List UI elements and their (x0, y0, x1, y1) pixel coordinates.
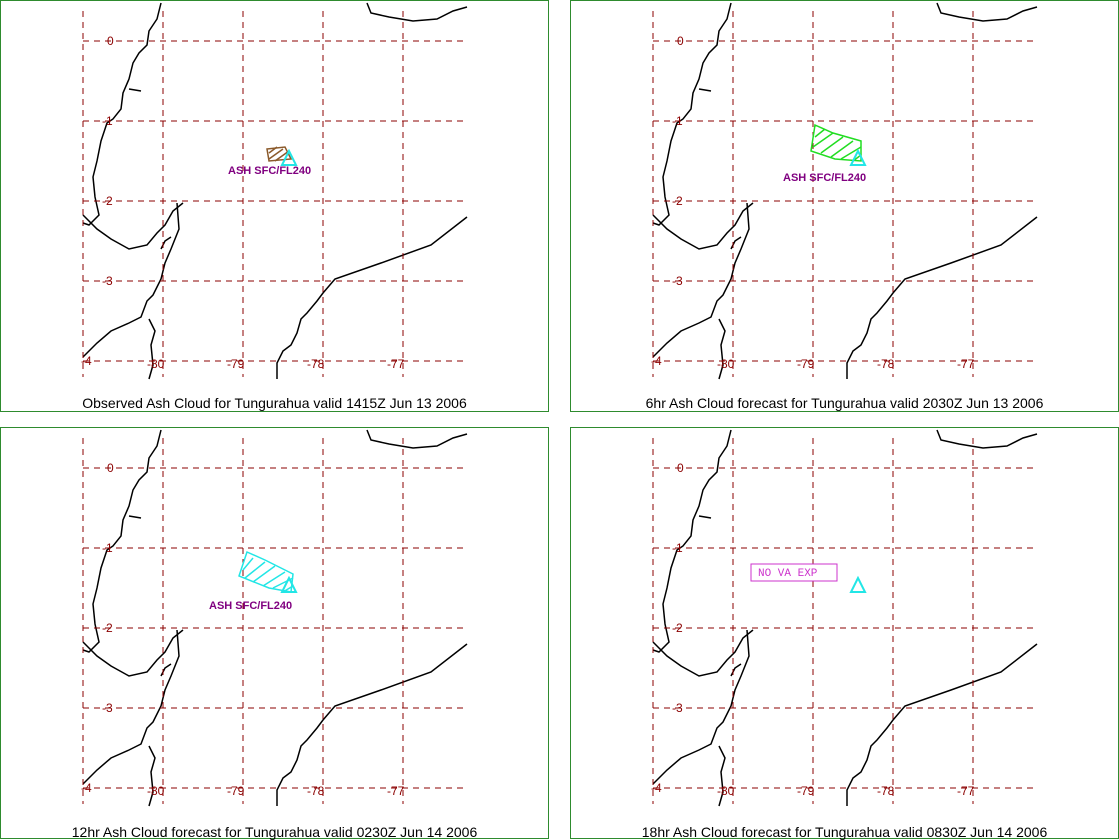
lat-label-2: -2 (102, 194, 113, 208)
lat-label-3: -3 (672, 274, 683, 288)
lon-label-78: -78 (307, 784, 325, 798)
lon-label-77: -77 (387, 784, 405, 798)
lat-label-1: -1 (672, 114, 683, 128)
volcano-icon (849, 148, 867, 166)
longitude-labels: -80 -79 -78 -77 (717, 357, 975, 371)
lat-label-2: -2 (102, 621, 113, 635)
lon-label-77: -77 (957, 784, 975, 798)
ash-label: ASH SFC/FL240 (783, 172, 866, 184)
lat-label-1: -1 (102, 541, 113, 555)
volcano-icon (280, 575, 298, 593)
ash-cloud-polygon (810, 123, 862, 162)
lon-label-77: -77 (957, 357, 975, 371)
graticule (652, 438, 1037, 804)
panel-caption: 18hr Ash Cloud forecast for Tungurahua v… (641, 824, 1048, 840)
coastline (652, 429, 1038, 807)
latitude-labels: 0 -1 -2 -3 -4 (651, 461, 684, 795)
lat-label-2: -2 (672, 621, 683, 635)
lat-label-1: -1 (672, 541, 683, 555)
no-va-label: NO VA EXP (758, 568, 818, 580)
lon-label-78: -78 (877, 784, 895, 798)
lat-label-4: -4 (651, 781, 662, 795)
no-va-box: NO VA EXP (750, 563, 838, 582)
lon-label-80: -80 (717, 357, 735, 371)
latitude-labels: 0 -1 -2 -3 -4 (651, 34, 684, 368)
graticule (652, 11, 1037, 377)
lon-label-80: -80 (147, 784, 165, 798)
map-canvas: 0 -1 -2 -3 -4 -80 -79 -78 -77 ASH SFC/FL… (81, 2, 468, 380)
longitude-labels: -80 -79 -78 -77 (147, 357, 405, 371)
map-panel-6hr: 0 -1 -2 -3 -4 -80 -79 -78 -77 ASH SFC/FL… (570, 0, 1119, 412)
lat-label-4: -4 (651, 354, 662, 368)
lon-label-78: -78 (877, 357, 895, 371)
lat-label-1: -1 (102, 114, 113, 128)
coastline (82, 429, 468, 807)
lat-label-0: 0 (677, 34, 684, 48)
lat-label-3: -3 (102, 701, 113, 715)
lon-label-78: -78 (307, 357, 325, 371)
lat-label-2: -2 (672, 194, 683, 208)
volcano-icon (849, 575, 867, 593)
lat-label-0: 0 (107, 34, 114, 48)
longitude-labels: -80 -79 -78 -77 (717, 784, 975, 798)
lat-label-0: 0 (107, 461, 114, 475)
lon-label-77: -77 (387, 357, 405, 371)
ash-label: ASH SFC/FL240 (209, 600, 292, 612)
lat-label-4: -4 (81, 354, 92, 368)
volcano-icon (280, 148, 298, 166)
coastline (652, 2, 1038, 380)
latitude-labels: 0 -1 -2 -3 -4 (81, 461, 114, 795)
lon-label-79: -79 (227, 357, 245, 371)
map-canvas: 0 -1 -2 -3 -4 -80 -79 -78 -77 ASH SFC/FL… (81, 429, 468, 807)
map-canvas: 0 -1 -2 -3 -4 -80 -79 -78 -77 NO VA EXP (651, 429, 1038, 807)
lon-label-79: -79 (227, 784, 245, 798)
graticule (82, 438, 467, 804)
lon-label-79: -79 (797, 357, 815, 371)
ash-cloud-polygon (266, 146, 293, 162)
lon-label-80: -80 (147, 357, 165, 371)
lon-label-79: -79 (797, 784, 815, 798)
map-panel-12hr: 0 -1 -2 -3 -4 -80 -79 -78 -77 ASH SFC/FL… (0, 427, 549, 840)
ash-label: ASH SFC/FL240 (228, 165, 311, 177)
lat-label-4: -4 (81, 781, 92, 795)
map-panel-18hr: 0 -1 -2 -3 -4 -80 -79 -78 -77 NO VA EXP … (570, 427, 1119, 840)
panel-caption: 6hr Ash Cloud forecast for Tungurahua va… (645, 395, 1044, 411)
lon-label-80: -80 (717, 784, 735, 798)
lat-label-0: 0 (677, 461, 684, 475)
graticule (82, 11, 467, 377)
coastline (82, 2, 468, 380)
latitude-labels: 0 -1 -2 -3 -4 (81, 34, 114, 368)
longitude-labels: -80 -79 -78 -77 (147, 784, 405, 798)
lat-label-3: -3 (102, 274, 113, 288)
panel-caption: Observed Ash Cloud for Tungurahua valid … (82, 395, 467, 411)
map-panel-observed: 0 -1 -2 -3 -4 -80 -79 -78 -77 ASH SFC/FL… (0, 0, 549, 412)
map-canvas: 0 -1 -2 -3 -4 -80 -79 -78 -77 ASH SFC/FL… (651, 2, 1038, 380)
lat-label-3: -3 (672, 701, 683, 715)
panel-caption: 12hr Ash Cloud forecast for Tungurahua v… (71, 824, 478, 840)
